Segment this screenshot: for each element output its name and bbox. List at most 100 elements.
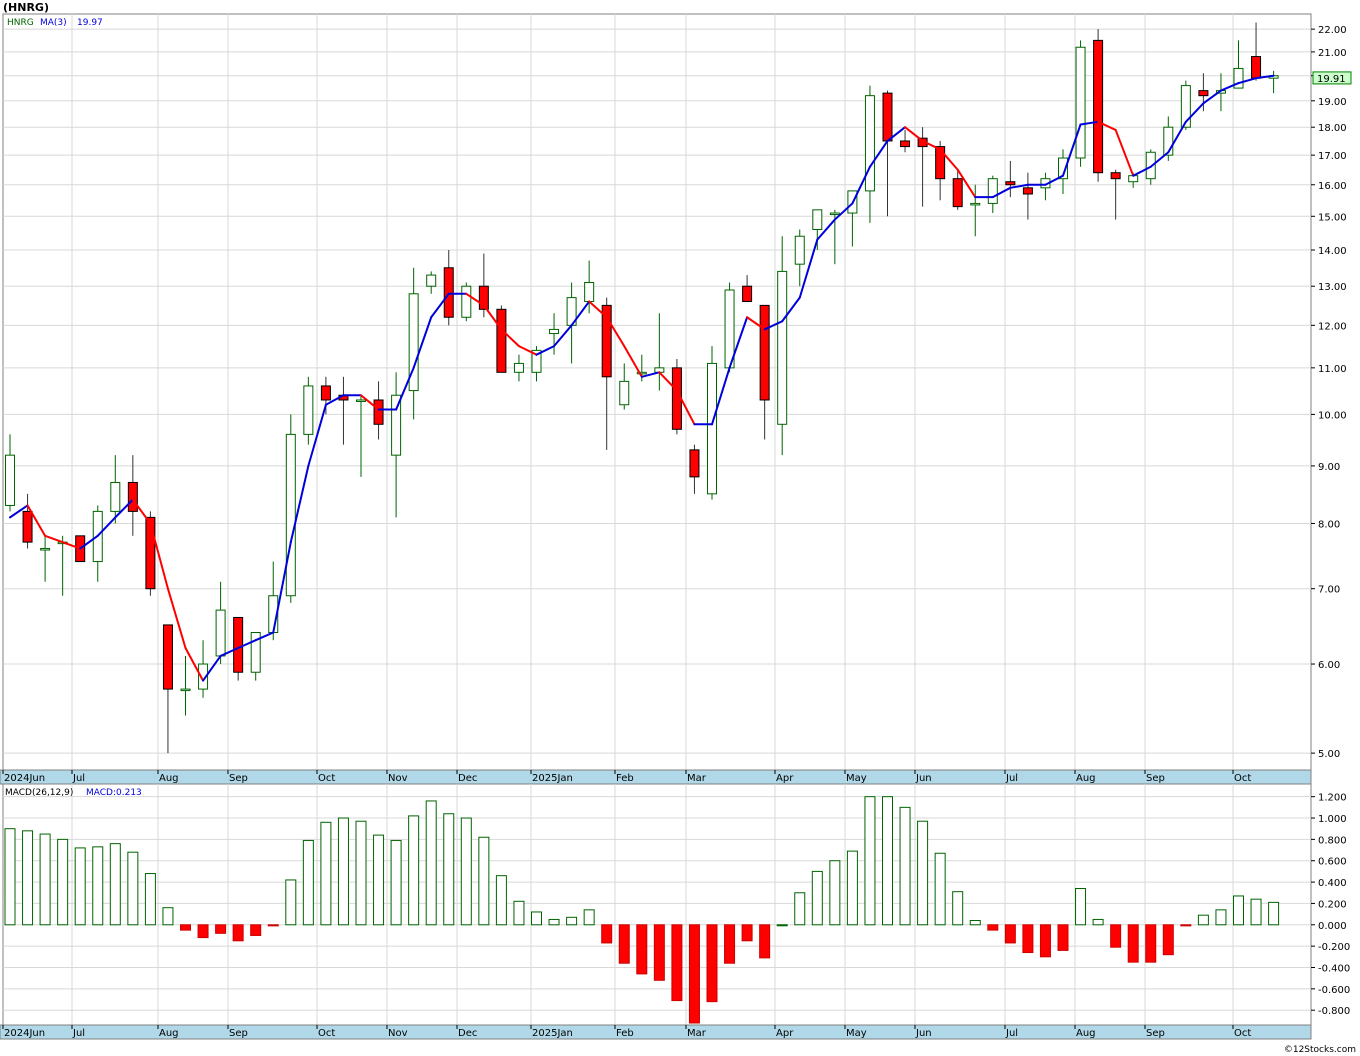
macd-bar-negative: [987, 924, 999, 931]
macd-bar-negative: [724, 924, 736, 964]
macd-y-tick-label: 0.600: [1318, 857, 1347, 868]
watermark: ©12Stocks.com: [1284, 1045, 1356, 1055]
macd-bar-positive: [57, 838, 69, 926]
candle-down: [1093, 39, 1104, 174]
candle-up: [5, 454, 15, 506]
x-axis-label: 2025Jan: [532, 1028, 573, 1039]
ma-segment: [219, 647, 240, 657]
macd-y-tick-label: 0.000: [1318, 921, 1347, 932]
x-axis-label: Feb: [616, 1028, 634, 1039]
price-y-tick-label: 11.00: [1318, 364, 1347, 375]
x-axis-label: Dec: [458, 773, 477, 784]
candle-up: [864, 95, 875, 192]
x-axis-label: Sep: [1146, 773, 1165, 784]
ma-segment: [482, 304, 503, 331]
candle-up: [1163, 126, 1174, 156]
x-axis-label: Jul: [1005, 773, 1018, 784]
macd-bar-positive: [846, 850, 858, 926]
x-axis-band-bottom: [0, 1024, 1312, 1040]
price-y-tick-label: 9.00: [1318, 462, 1340, 473]
macd-bar-positive: [460, 817, 472, 926]
macd-bar-positive: [373, 834, 385, 926]
x-axis-label: Aug: [159, 1028, 179, 1039]
x-axis-label: Dec: [458, 1028, 477, 1039]
x-axis-label: 2024Jun: [4, 1028, 45, 1039]
candle-down: [689, 449, 700, 478]
macd-bar-positive: [934, 852, 946, 926]
candle-up: [1180, 85, 1191, 128]
candle-down: [145, 516, 156, 590]
price-y-tick-label: 14.00: [1318, 246, 1347, 257]
candle-up: [1233, 67, 1244, 89]
price-y-tick-label: 6.00: [1318, 660, 1340, 671]
macd-y-tick-label: 0.400: [1318, 878, 1347, 889]
price-y-tick-label: 13.00: [1318, 282, 1347, 293]
ma-segment: [517, 345, 538, 356]
ma-segment: [272, 541, 292, 634]
macd-bar-positive: [285, 879, 297, 926]
x-axis-labels-bottom: 2024Jun Jul Aug Sep Oct Nov Dec 2025Jan Feb Mar Ap…: [2, 1025, 1251, 1039]
ma-segment: [1044, 174, 1064, 186]
ma-segment: [360, 394, 380, 411]
macd-bar-positive: [1268, 901, 1280, 926]
macd-bar-negative: [1180, 924, 1192, 927]
price-y-tick-label: 18.00: [1318, 123, 1347, 134]
macd-bar-positive: [478, 836, 490, 926]
ma-segment: [1255, 74, 1275, 80]
macd-bar-positive: [4, 828, 16, 926]
x-axis-label: Jul: [72, 1028, 85, 1039]
ma-segment: [1114, 128, 1135, 177]
macd-bar-negative: [759, 924, 771, 959]
candle-up: [303, 385, 314, 435]
macd-y-tick-label: 1.000: [1318, 814, 1347, 825]
ma-segment: [465, 292, 485, 307]
candle-down: [952, 178, 963, 208]
ma-segment: [149, 522, 169, 590]
ma-segment: [675, 389, 696, 426]
macd-bar-negative: [1039, 924, 1051, 958]
candle-up: [970, 202, 981, 206]
candle-up: [426, 274, 437, 287]
ma-segment: [1149, 151, 1170, 168]
ma-segment: [904, 126, 924, 142]
x-axis-label: Jul: [72, 773, 85, 784]
macd-bar-negative: [653, 924, 665, 981]
macd-bar-negative: [267, 924, 279, 927]
macd-bar-negative: [618, 924, 630, 964]
moving-average-line: [9, 74, 1275, 682]
ma-segment: [430, 292, 450, 319]
x-axis-label: Mar: [687, 1028, 707, 1039]
candlestick-series: [5, 22, 1279, 754]
price-y-tick-label: 21.00: [1318, 48, 1347, 59]
macd-bar-positive: [1092, 918, 1104, 926]
x-axis-label: 2025Jan: [532, 773, 573, 784]
macd-bar-positive: [74, 847, 86, 926]
ma-segment: [711, 366, 731, 426]
price-y-tick-label: 12.00: [1318, 321, 1347, 332]
price-y-tick-label: 22.00: [1318, 25, 1347, 36]
macd-bar-negative: [1004, 924, 1016, 944]
macd-bar-negative: [1127, 924, 1139, 963]
x-axis-label: Oct: [318, 773, 335, 784]
macd-bar-positive: [917, 820, 929, 926]
ma-segment: [921, 139, 942, 151]
macd-bar-negative: [232, 924, 244, 942]
candle-down: [1005, 181, 1016, 186]
macd-bar-negative: [601, 924, 613, 944]
macd-histogram: [4, 796, 1280, 1024]
macd-bar-positive: [548, 918, 560, 926]
ma-segment: [833, 202, 854, 221]
price-y-tick-label: 15.00: [1318, 212, 1347, 223]
ma-segment: [44, 534, 64, 544]
ma-segment: [1202, 89, 1222, 105]
candle-up: [794, 235, 805, 265]
ma-segment: [991, 186, 1012, 199]
macd-bar-negative: [1057, 924, 1069, 951]
x-axis-label: Apr: [776, 1028, 794, 1039]
macd-bar-positive: [1233, 895, 1244, 926]
macd-bar-positive: [144, 873, 156, 926]
candle-up: [549, 328, 560, 335]
chart-title: (HNRG): [3, 1, 49, 14]
price-y-tick-label: 19.00: [1318, 97, 1347, 108]
macd-bar-positive: [794, 892, 806, 926]
